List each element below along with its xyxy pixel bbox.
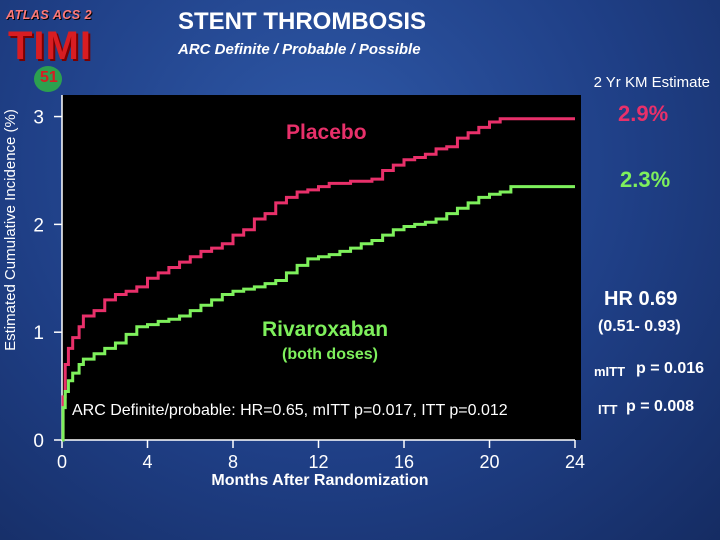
plot-area bbox=[62, 95, 581, 440]
y-tick-label: 2 bbox=[33, 215, 44, 236]
y-tick-label: 0 bbox=[33, 431, 44, 452]
rivaroxaban-sub-label: (both doses) bbox=[282, 346, 378, 363]
rivaroxaban-curve bbox=[61, 185, 575, 442]
page-title: STENT THROMBOSIS bbox=[178, 8, 427, 35]
logo-drop-icon bbox=[34, 66, 62, 92]
logo-number: 51 bbox=[40, 69, 58, 86]
y-tick-label: 1 bbox=[33, 323, 44, 344]
logo-timi-text: TIMI bbox=[8, 24, 92, 68]
itt-p-value: p = 0.008 bbox=[626, 398, 695, 415]
itt-label: ITT bbox=[598, 402, 618, 417]
mitt-label: mITT bbox=[594, 364, 626, 379]
x-tick-label: 16 bbox=[394, 452, 414, 472]
curves bbox=[61, 117, 575, 442]
placebo-curve bbox=[61, 117, 575, 442]
y-tick-label: 3 bbox=[33, 108, 44, 129]
rivaroxaban-label: Rivaroxaban bbox=[262, 318, 389, 341]
placebo-end-value: 2.9% bbox=[618, 101, 669, 126]
logo-atlas-text: ATLAS ACS 2 bbox=[6, 8, 93, 22]
x-tick-label: 24 bbox=[565, 452, 585, 472]
page-subtitle: ARC Definite / Probable / Possible bbox=[178, 41, 421, 58]
x-axis-label: Months After Randomization bbox=[211, 472, 429, 489]
rivaroxaban-end-value: 2.3% bbox=[620, 167, 671, 192]
x-tick-label: 8 bbox=[228, 452, 238, 472]
km-estimate-label: 2 Yr KM Estimate bbox=[593, 74, 710, 91]
x-tick-label: 4 bbox=[142, 452, 152, 472]
arc-note: ARC Definite/probable: HR=0.65, mITT p=0… bbox=[72, 402, 508, 419]
confidence-interval: (0.51- 0.93) bbox=[598, 318, 681, 335]
mitt-p-value: p = 0.016 bbox=[636, 360, 705, 377]
x-tick-label: 20 bbox=[479, 452, 499, 472]
placebo-label: Placebo bbox=[286, 121, 367, 144]
hazard-ratio: HR 0.69 bbox=[604, 288, 678, 310]
x-tick-label: 0 bbox=[57, 452, 67, 472]
timi-logo: ATLAS ACS 2 TIMI 51 bbox=[4, 6, 110, 92]
x-tick-label: 12 bbox=[308, 452, 328, 472]
